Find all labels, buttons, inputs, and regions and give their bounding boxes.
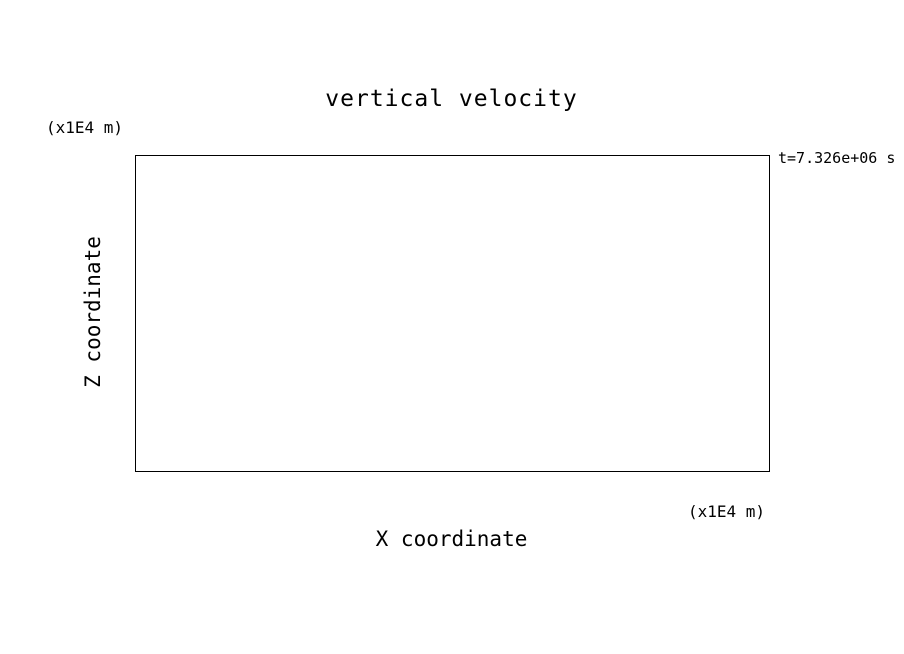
y-tick-labels	[94, 155, 126, 470]
x-axis-unit-label: (x1E4 m)	[688, 502, 766, 521]
time-annotation: t=7.326e+06 s	[778, 149, 896, 167]
colorbar	[770, 200, 904, 505]
x-axis-title: X coordinate	[375, 527, 528, 551]
x-tick-labels	[135, 478, 768, 500]
y-axis-unit-label: (x1E4 m)	[46, 118, 124, 137]
page-title: vertical velocity	[325, 86, 578, 112]
plot-area	[135, 155, 770, 472]
contour-field	[136, 156, 436, 306]
